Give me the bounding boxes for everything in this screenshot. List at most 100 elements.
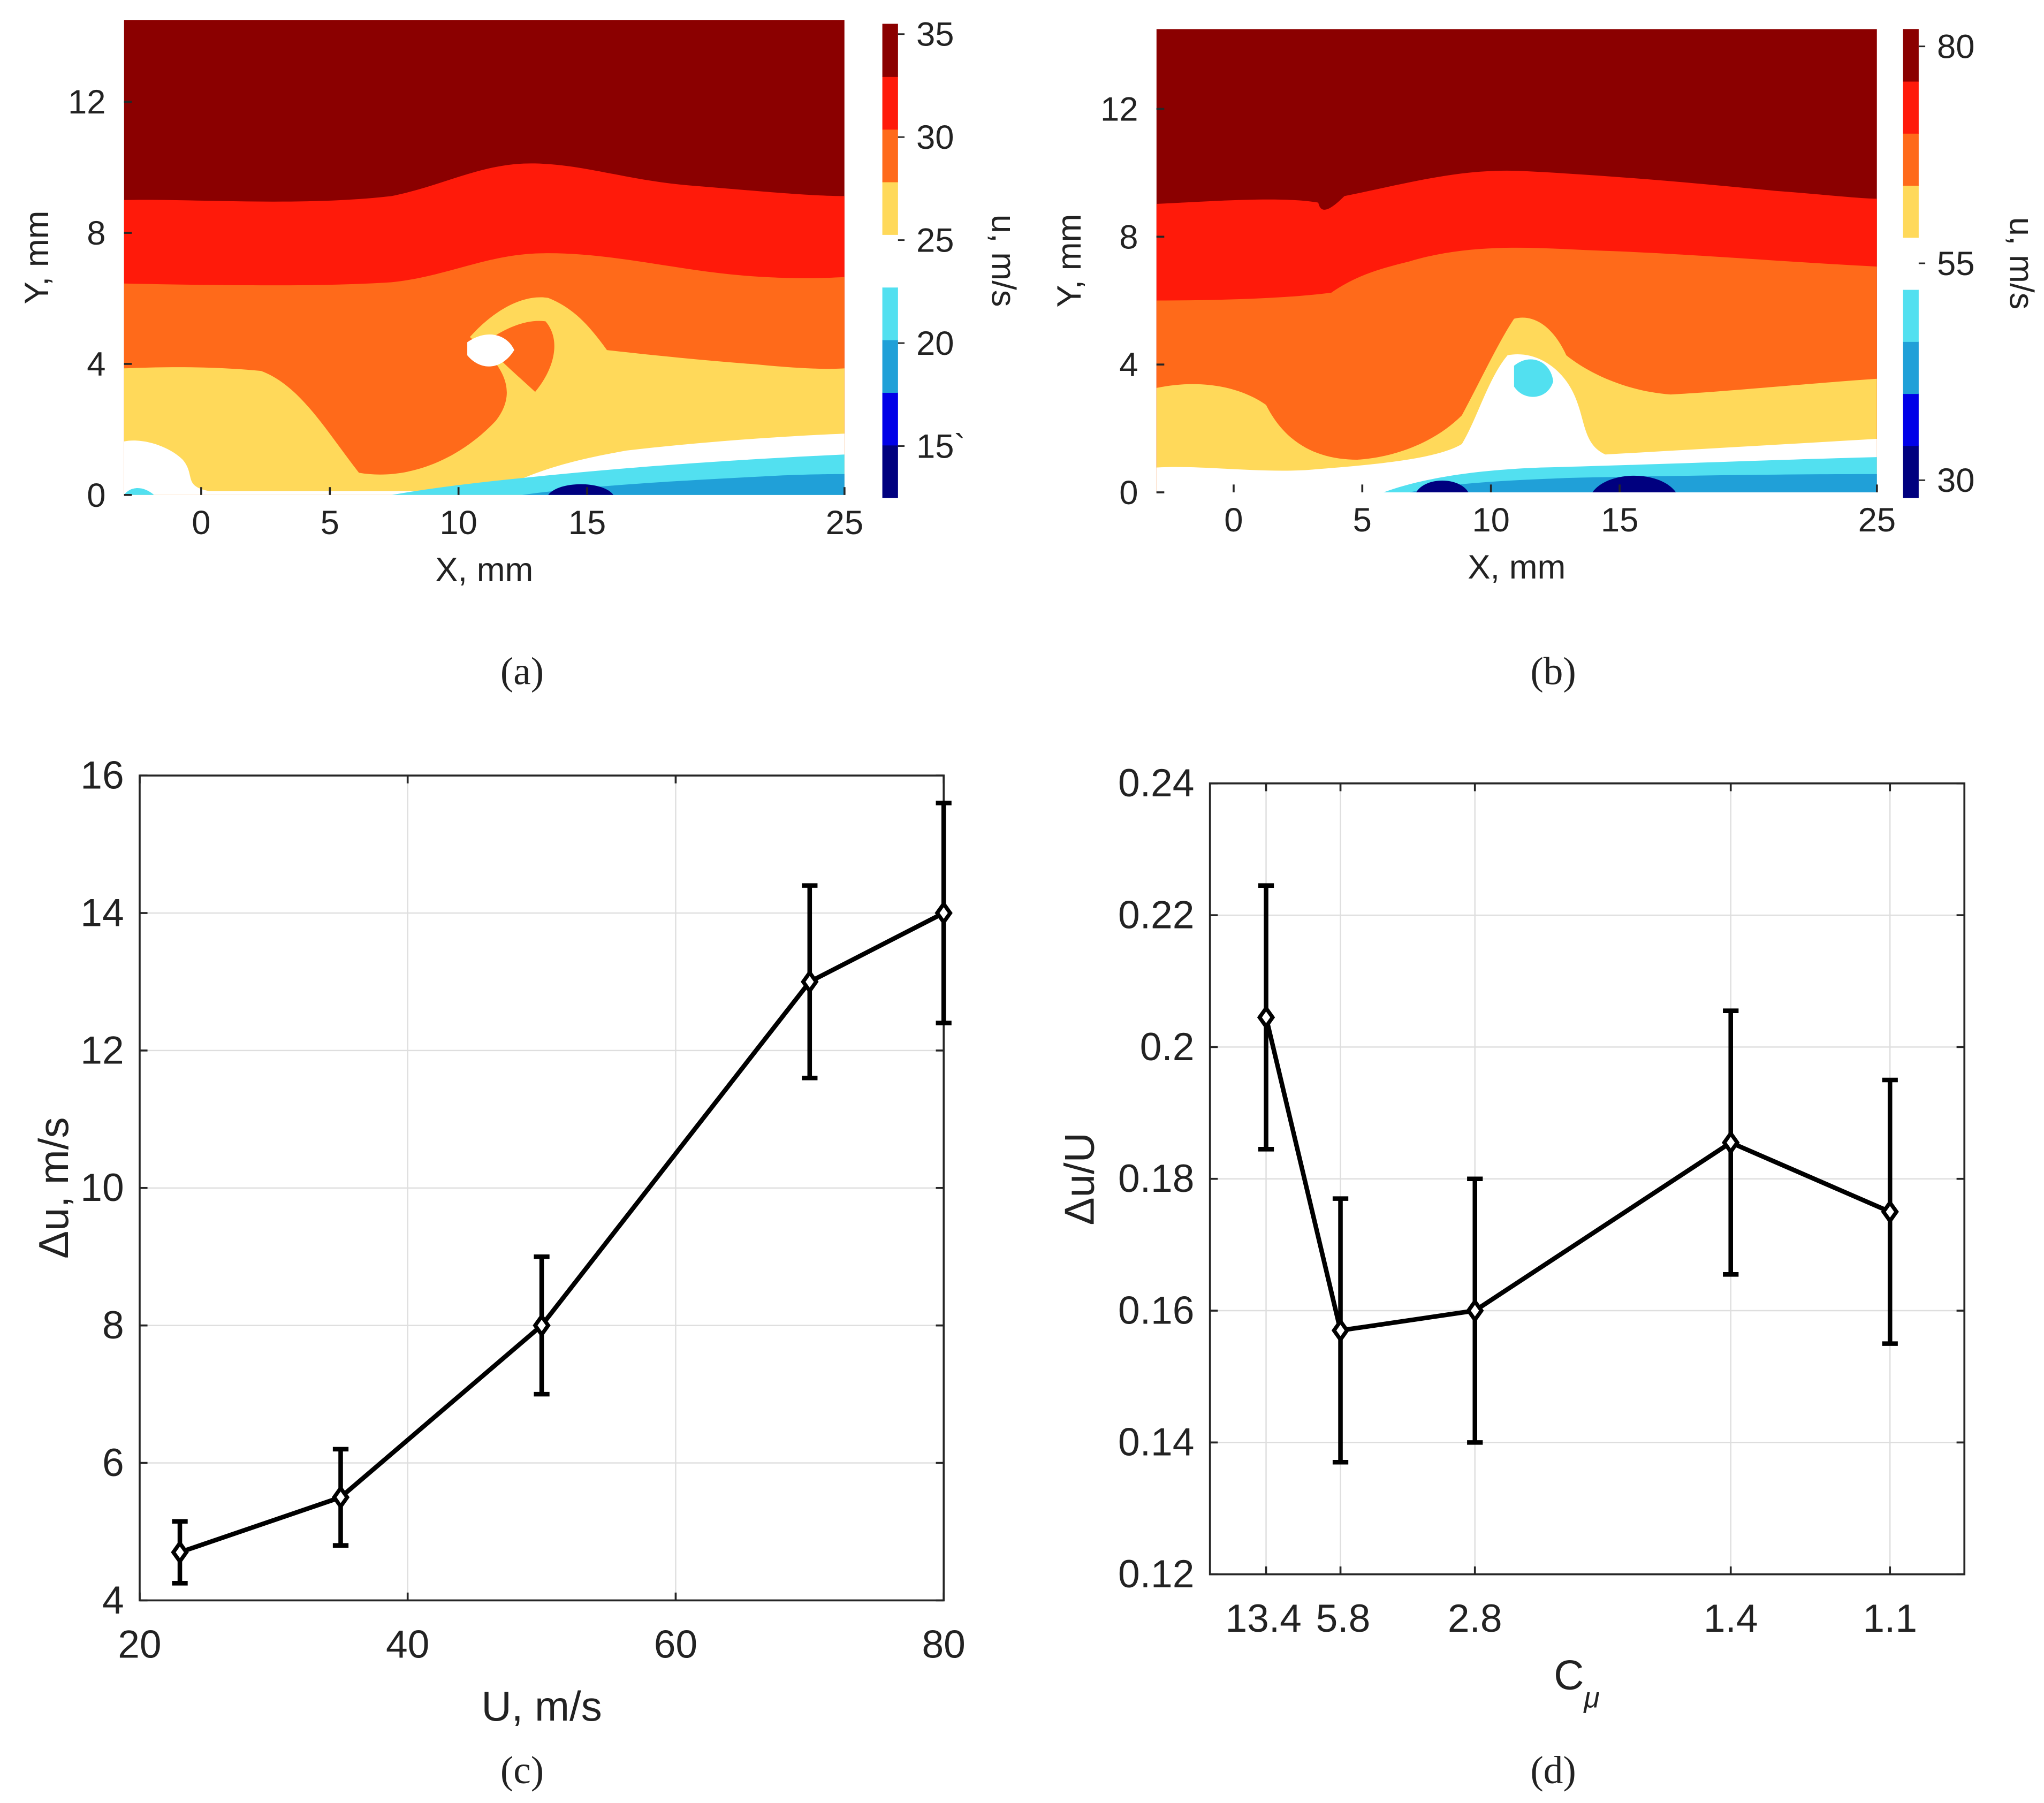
series-line-d — [1264, 1017, 1891, 1333]
colorbar-tick-label-b: 30 — [1937, 462, 1975, 499]
colorbar-segment-a — [882, 129, 898, 182]
y-tick-label-b: 12 — [1100, 90, 1138, 128]
x-tick-label-c: 60 — [654, 1623, 697, 1667]
colorbar-a: 15` 20 25 30 35 u, m/s — [882, 16, 1022, 498]
colorbar-segment-a — [882, 24, 898, 77]
colorbar-segment-a — [882, 392, 898, 446]
y-axis-label-c: Δu, m/s — [30, 1117, 77, 1259]
contour-band-white-b — [1156, 354, 1877, 492]
x-tick-label-c: 40 — [386, 1623, 429, 1667]
colorbar-segment-b — [1903, 185, 1919, 238]
colorbar-label-a: u, m/s — [984, 215, 1022, 307]
data-point-d — [1331, 1318, 1350, 1343]
panel-a: 0 5 10 15 25 0 4 8 12 X, mm Y, mm 15` 20 25 30 35 u, m/… — [18, 16, 1022, 693]
panel-b: 0 5 10 15 25 0 4 8 12 X, mm Y, mm 30 55 80 u, m/s (b) — [1051, 28, 2040, 693]
x-tick-label-d: 5.8 — [1316, 1596, 1371, 1640]
x-tick-label-d: 13.4 — [1225, 1596, 1301, 1640]
x-tick-label-b: 15 — [1601, 501, 1639, 539]
contour-blob-cyan-left-a — [124, 488, 154, 495]
x-tick-label-b: 5 — [1353, 501, 1372, 539]
axes-b: 0 5 10 15 25 0 4 8 12 X, mm Y, mm — [1051, 90, 1896, 585]
colorbar-segment-b — [1903, 289, 1919, 342]
colorbar-segment-a — [882, 287, 898, 340]
x-tick-label-d: 1.4 — [1704, 1596, 1758, 1640]
y-tick-label-d: 0.16 — [1118, 1288, 1194, 1332]
x-tick-label-a: 25 — [826, 504, 864, 542]
series-line-c — [179, 911, 945, 1555]
y-tick-label-c: 14 — [80, 891, 124, 934]
x-tick-label-a: 15 — [568, 504, 606, 542]
contour-patch-white-a — [467, 334, 514, 367]
x-tick-label-b: 25 — [1858, 501, 1896, 539]
x-tick-label-a: 5 — [321, 504, 339, 542]
data-point-d — [1257, 1005, 1275, 1030]
colorbar-segment-b — [1903, 237, 1919, 290]
colorbar-segment-a — [882, 181, 898, 235]
colorbar-segment-a — [882, 234, 898, 288]
colorbar-segment-a — [882, 445, 898, 498]
x-axis-label-a: X, mm — [435, 551, 533, 589]
data-point-c — [331, 1485, 350, 1510]
x-axis-label-d: Cμ — [1554, 1651, 1600, 1714]
colorbar-tick-label-b: 55 — [1937, 245, 1975, 283]
y-tick-label-d: 0.2 — [1140, 1025, 1195, 1069]
contour-field-b — [1156, 29, 1877, 492]
colorbar-segment-b — [1903, 81, 1919, 134]
colorbar-segment-b — [1903, 445, 1919, 498]
y-tick-label-c: 8 — [102, 1303, 124, 1347]
x-tick-label-d: 2.8 — [1448, 1596, 1502, 1640]
contour-patch-cyan-b — [1514, 359, 1554, 397]
colorbar-tick-label-a: 20 — [916, 325, 954, 362]
x-tick-label-b: 10 — [1472, 501, 1510, 539]
y-tick-label-d: 0.24 — [1118, 761, 1194, 805]
colorbar-tick-label-a: 25 — [916, 222, 954, 260]
y-tick-label-b: 4 — [1119, 346, 1138, 384]
grid-c — [139, 774, 945, 1601]
colorbar-segment-b — [1903, 341, 1919, 394]
panel-d: 0.12 0.14 0.16 0.18 0.2 0.22 0.24 13.4 5.8 2.8 1.4… — [1056, 761, 1966, 1792]
y-tick-label-c: 16 — [80, 754, 124, 797]
colorbar-segment-b — [1903, 133, 1919, 186]
contour-blob-navy-a — [548, 484, 614, 495]
colorbar-tick-label-a: 35 — [916, 16, 954, 54]
contour-blob-navy-right-b — [1592, 475, 1676, 492]
y-tick-label-a: 4 — [87, 346, 105, 383]
contour-field-a — [124, 20, 845, 495]
y-tick-label-d: 0.14 — [1118, 1420, 1194, 1464]
y-tick-label-b: 8 — [1119, 218, 1138, 256]
y-tick-label-d: 0.12 — [1118, 1552, 1194, 1596]
colorbar-b: 30 55 80 u, m/s — [1903, 28, 2040, 499]
data-point-c — [533, 1313, 551, 1338]
contour-blob-navy-left-b — [1416, 481, 1469, 492]
axes-a: 0 5 10 15 25 0 4 8 12 X, mm Y, mm — [18, 83, 863, 589]
y-tick-label-d: 0.18 — [1118, 1157, 1194, 1200]
x-tick-label-b: 0 — [1224, 501, 1243, 539]
caption-a: (a) — [500, 649, 544, 693]
caption-c: (c) — [500, 1748, 544, 1792]
colorbar-segment-b — [1903, 29, 1919, 82]
x-axis-label-sub-d: μ — [1583, 1682, 1599, 1714]
data-point-d — [1881, 1199, 1899, 1224]
y-tick-label-a: 12 — [68, 83, 106, 121]
x-tick-label-a: 0 — [192, 504, 210, 542]
colorbar-segment-a — [882, 339, 898, 393]
y-tick-label-c: 6 — [102, 1441, 124, 1485]
colorbar-tick-label-a: 30 — [916, 119, 954, 156]
colorbar-label-b: u, m/s — [2003, 217, 2040, 310]
ticks-c: 4 6 8 10 12 14 16 20 40 60 80 — [80, 754, 966, 1667]
y-axis-label-d: Δu/U — [1056, 1132, 1103, 1226]
x-tick-label-c: 20 — [118, 1623, 161, 1667]
y-tick-label-d: 0.22 — [1118, 893, 1194, 937]
data-point-c — [171, 1540, 189, 1565]
x-tick-label-d: 1.1 — [1863, 1596, 1917, 1640]
x-axis-label-b: X, mm — [1468, 549, 1566, 586]
data-point-c — [934, 900, 953, 926]
y-tick-label-a: 8 — [87, 215, 105, 252]
y-tick-label-b: 0 — [1119, 474, 1138, 512]
series-c — [171, 801, 953, 1586]
ticks-d: 0.12 0.14 0.16 0.18 0.2 0.22 0.24 13.4 5.8 2.8 1.4… — [1118, 761, 1965, 1640]
y-tick-label-c: 4 — [102, 1578, 124, 1622]
colorbar-segment-b — [1903, 393, 1919, 446]
x-axis-label-c: U, m/s — [481, 1683, 602, 1730]
y-axis-label-b: Y, mm — [1051, 214, 1088, 308]
